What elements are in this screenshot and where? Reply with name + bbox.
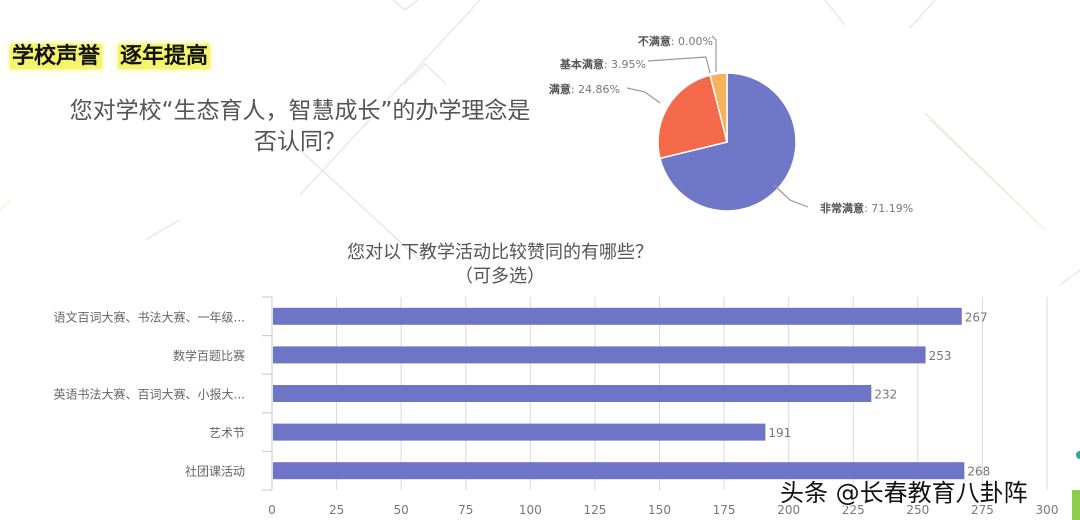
pie-leader-line	[773, 184, 809, 208]
pie-question: 您对学校“生态育人，智慧成长”的办学理念是否认同？	[69, 98, 531, 155]
pie-leader-line	[711, 35, 717, 72]
heading-part1: 学校声誉	[10, 44, 103, 69]
x-tick-label: 225	[842, 503, 865, 517]
x-tick-label: 275	[971, 503, 994, 517]
x-tick-label: 175	[713, 503, 736, 517]
x-tick-label: 150	[648, 503, 671, 517]
heading-part2: 逐年提高	[118, 44, 211, 69]
pie-slice	[709, 72, 728, 143]
slide-heading: 学校声誉 逐年提高	[10, 38, 211, 70]
x-tick-label: 200	[777, 503, 800, 517]
bar-x-tick-labels: 0 25 50 75 100 125 150 175 200 225 250 275 300	[268, 503, 1058, 517]
bar	[273, 462, 965, 480]
pie-labels: 非常满意: 71.19% 满意: 24.86% 基本满意: 3.95% 不满意: 0.…	[549, 34, 913, 215]
bar-title-line1: 您对以下教学活动比较赞同的有哪些？	[347, 242, 653, 263]
bar-category-label: 英语书法大赛、百词大赛、小报大...	[54, 387, 245, 402]
bar-category-label: 艺术节	[209, 426, 245, 440]
bar	[273, 423, 766, 441]
bar-series	[273, 307, 965, 480]
x-tick-label: 50	[394, 503, 409, 517]
pie-slice	[659, 72, 797, 212]
x-tick-label: 125	[583, 503, 606, 517]
x-tick-label: 75	[458, 503, 473, 517]
x-tick-label: 300	[1036, 503, 1059, 517]
x-tick-label: 25	[329, 503, 344, 517]
x-tick-label: 0	[268, 503, 276, 517]
bar	[273, 307, 962, 325]
bar-title-line2: （可多选）	[455, 266, 545, 287]
pie-chart: 非常满意: 71.19% 满意: 24.86% 基本满意: 3.95% 不满意: 0.…	[549, 34, 913, 215]
bar-category-label: 语文百词大赛、书法大赛、一年级...	[54, 309, 245, 324]
bar-value-label: 253	[929, 349, 952, 363]
bar	[273, 346, 926, 364]
pie-slice-label: 非常满意: 71.19%	[820, 201, 913, 215]
bar-value-labels: 267 253 232 191 268	[768, 310, 990, 478]
x-tick-label: 250	[906, 503, 929, 517]
bar-chart-title: 您对以下教学活动比较赞同的有哪些？ （可多选）	[290, 241, 710, 289]
bar	[273, 385, 872, 402]
bar-value-label: 191	[768, 426, 791, 440]
pie-leader-line	[626, 87, 661, 104]
watermark: 头条 @长春教育八卦阵	[780, 479, 1028, 507]
pie-slice-label: 不满意: 0.00%	[638, 34, 713, 48]
bar-category-labels: 语文百词大赛、书法大赛、一年级... 数学百题比赛英语书法大赛、百词大赛、小报大.…	[54, 309, 245, 478]
pie-slices	[657, 72, 797, 212]
pie-slice-label: 满意: 24.86%	[549, 82, 620, 96]
bar-category-label: 社团课活动	[185, 464, 245, 479]
x-tick-label: 100	[519, 503, 542, 517]
pie-slice	[657, 74, 728, 160]
bar-category-label: 数学百题比赛	[173, 348, 245, 363]
bar-value-label: 268	[967, 465, 990, 479]
bar-y-axis	[262, 296, 273, 491]
bar-value-label: 267	[965, 310, 988, 324]
pie-slice-label: 基本满意: 3.95%	[559, 57, 646, 71]
pie-leader-line	[647, 56, 711, 74]
bar-value-label: 232	[874, 388, 897, 402]
